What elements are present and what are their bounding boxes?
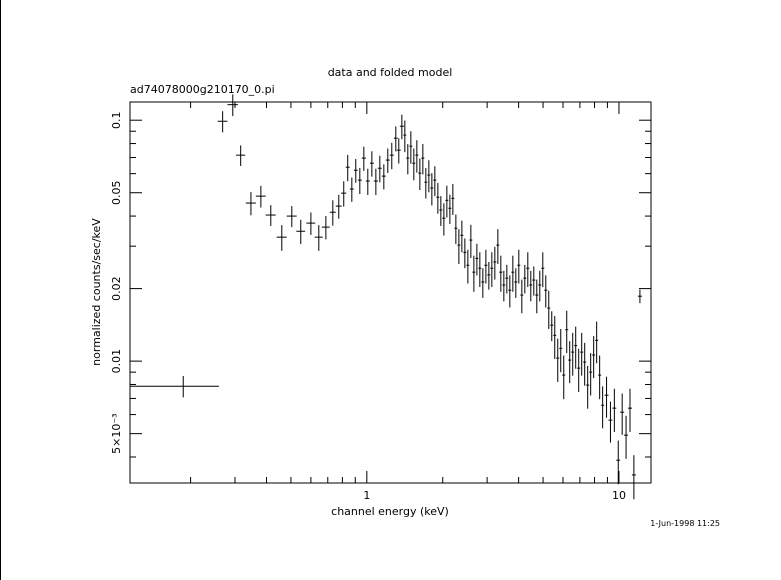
timestamp: 1-Jun-1998 11:25	[650, 519, 720, 528]
y-tick-label: 0.1	[110, 111, 123, 129]
y-tick-label: 0.01	[110, 349, 123, 374]
x-axis-label: channel energy (keV)	[331, 505, 449, 518]
chart-title: data and folded model	[328, 66, 453, 79]
plot-frame	[129, 101, 652, 484]
y-axis-label: normalized counts/sec/keV	[90, 218, 103, 366]
y-tick-label: 0.02	[110, 276, 123, 301]
y-tick-label: 5×10⁻³	[110, 413, 123, 453]
y-tick-label: 0.05	[110, 180, 123, 205]
x-tick-label: 10	[612, 489, 626, 502]
chart-subtitle: ad74078000g210170_0.pi	[130, 83, 275, 96]
x-tick-label: 1	[363, 489, 370, 502]
